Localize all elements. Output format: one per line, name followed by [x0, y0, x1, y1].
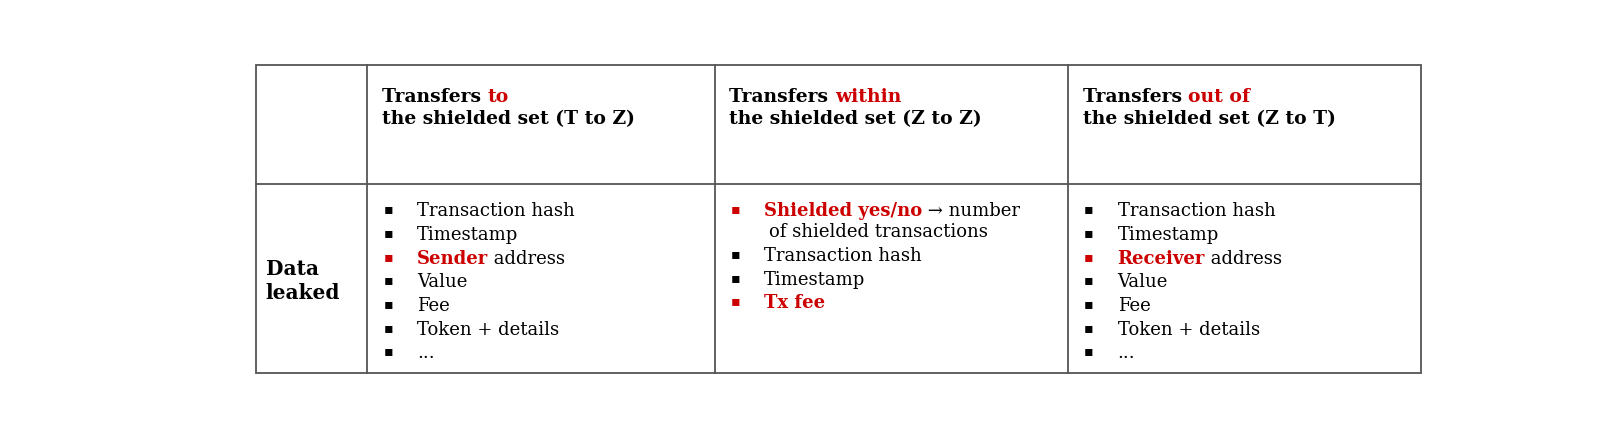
- Text: the shielded set (Z to Z): the shielded set (Z to Z): [730, 111, 982, 129]
- Text: ▪: ▪: [384, 344, 394, 358]
- Text: ...: ...: [418, 344, 435, 362]
- Text: Transaction hash: Transaction hash: [418, 202, 574, 220]
- Text: Value: Value: [418, 273, 467, 291]
- Text: ▪: ▪: [731, 271, 741, 285]
- Text: leaked: leaked: [266, 283, 341, 303]
- Text: Receiver: Receiver: [1117, 249, 1205, 267]
- Text: ▪: ▪: [731, 202, 741, 216]
- Text: Fee: Fee: [1117, 297, 1150, 315]
- Text: address: address: [488, 249, 565, 267]
- Text: ▪: ▪: [731, 247, 741, 261]
- Text: ▪: ▪: [384, 226, 394, 240]
- Text: Transaction hash: Transaction hash: [765, 247, 922, 265]
- Text: ▪: ▪: [384, 297, 394, 311]
- Text: ▪: ▪: [1085, 297, 1094, 311]
- Text: Timestamp: Timestamp: [1117, 226, 1219, 244]
- Text: Timestamp: Timestamp: [418, 226, 518, 244]
- Text: ▪: ▪: [384, 202, 394, 216]
- Text: ▪: ▪: [384, 321, 394, 335]
- Text: ▪: ▪: [731, 295, 741, 308]
- Text: ...: ...: [1117, 344, 1136, 362]
- Text: Value: Value: [1117, 273, 1168, 291]
- Text: to: to: [488, 88, 509, 106]
- Text: address: address: [1205, 249, 1282, 267]
- Text: Data: Data: [266, 258, 318, 279]
- Text: Tx fee: Tx fee: [765, 295, 826, 312]
- Text: → number: → number: [923, 202, 1021, 220]
- Text: Transfers: Transfers: [382, 88, 488, 106]
- Text: ▪: ▪: [1085, 321, 1094, 335]
- Text: Token + details: Token + details: [418, 321, 558, 338]
- Text: Transaction hash: Transaction hash: [1117, 202, 1275, 220]
- Text: ▪: ▪: [384, 273, 394, 287]
- Text: out of: out of: [1189, 88, 1250, 106]
- Text: ▪: ▪: [1085, 226, 1094, 240]
- Text: the shielded set (Z to T): the shielded set (Z to T): [1083, 111, 1336, 129]
- Text: the shielded set (T to Z): the shielded set (T to Z): [382, 111, 635, 129]
- Text: of shielded transactions: of shielded transactions: [770, 223, 989, 241]
- Text: Token + details: Token + details: [1117, 321, 1259, 338]
- Text: Timestamp: Timestamp: [765, 271, 866, 289]
- Text: Transfers: Transfers: [730, 88, 835, 106]
- Text: Shielded yes/no: Shielded yes/no: [765, 202, 923, 220]
- Text: within: within: [835, 88, 901, 106]
- Text: ▪: ▪: [384, 249, 394, 264]
- Text: ▪: ▪: [1085, 344, 1094, 358]
- Text: ▪: ▪: [1085, 202, 1094, 216]
- Text: Fee: Fee: [418, 297, 450, 315]
- Text: Sender: Sender: [418, 249, 488, 267]
- Text: ▪: ▪: [1085, 249, 1094, 264]
- Text: ▪: ▪: [1085, 273, 1094, 287]
- Text: Transfers: Transfers: [1083, 88, 1189, 106]
